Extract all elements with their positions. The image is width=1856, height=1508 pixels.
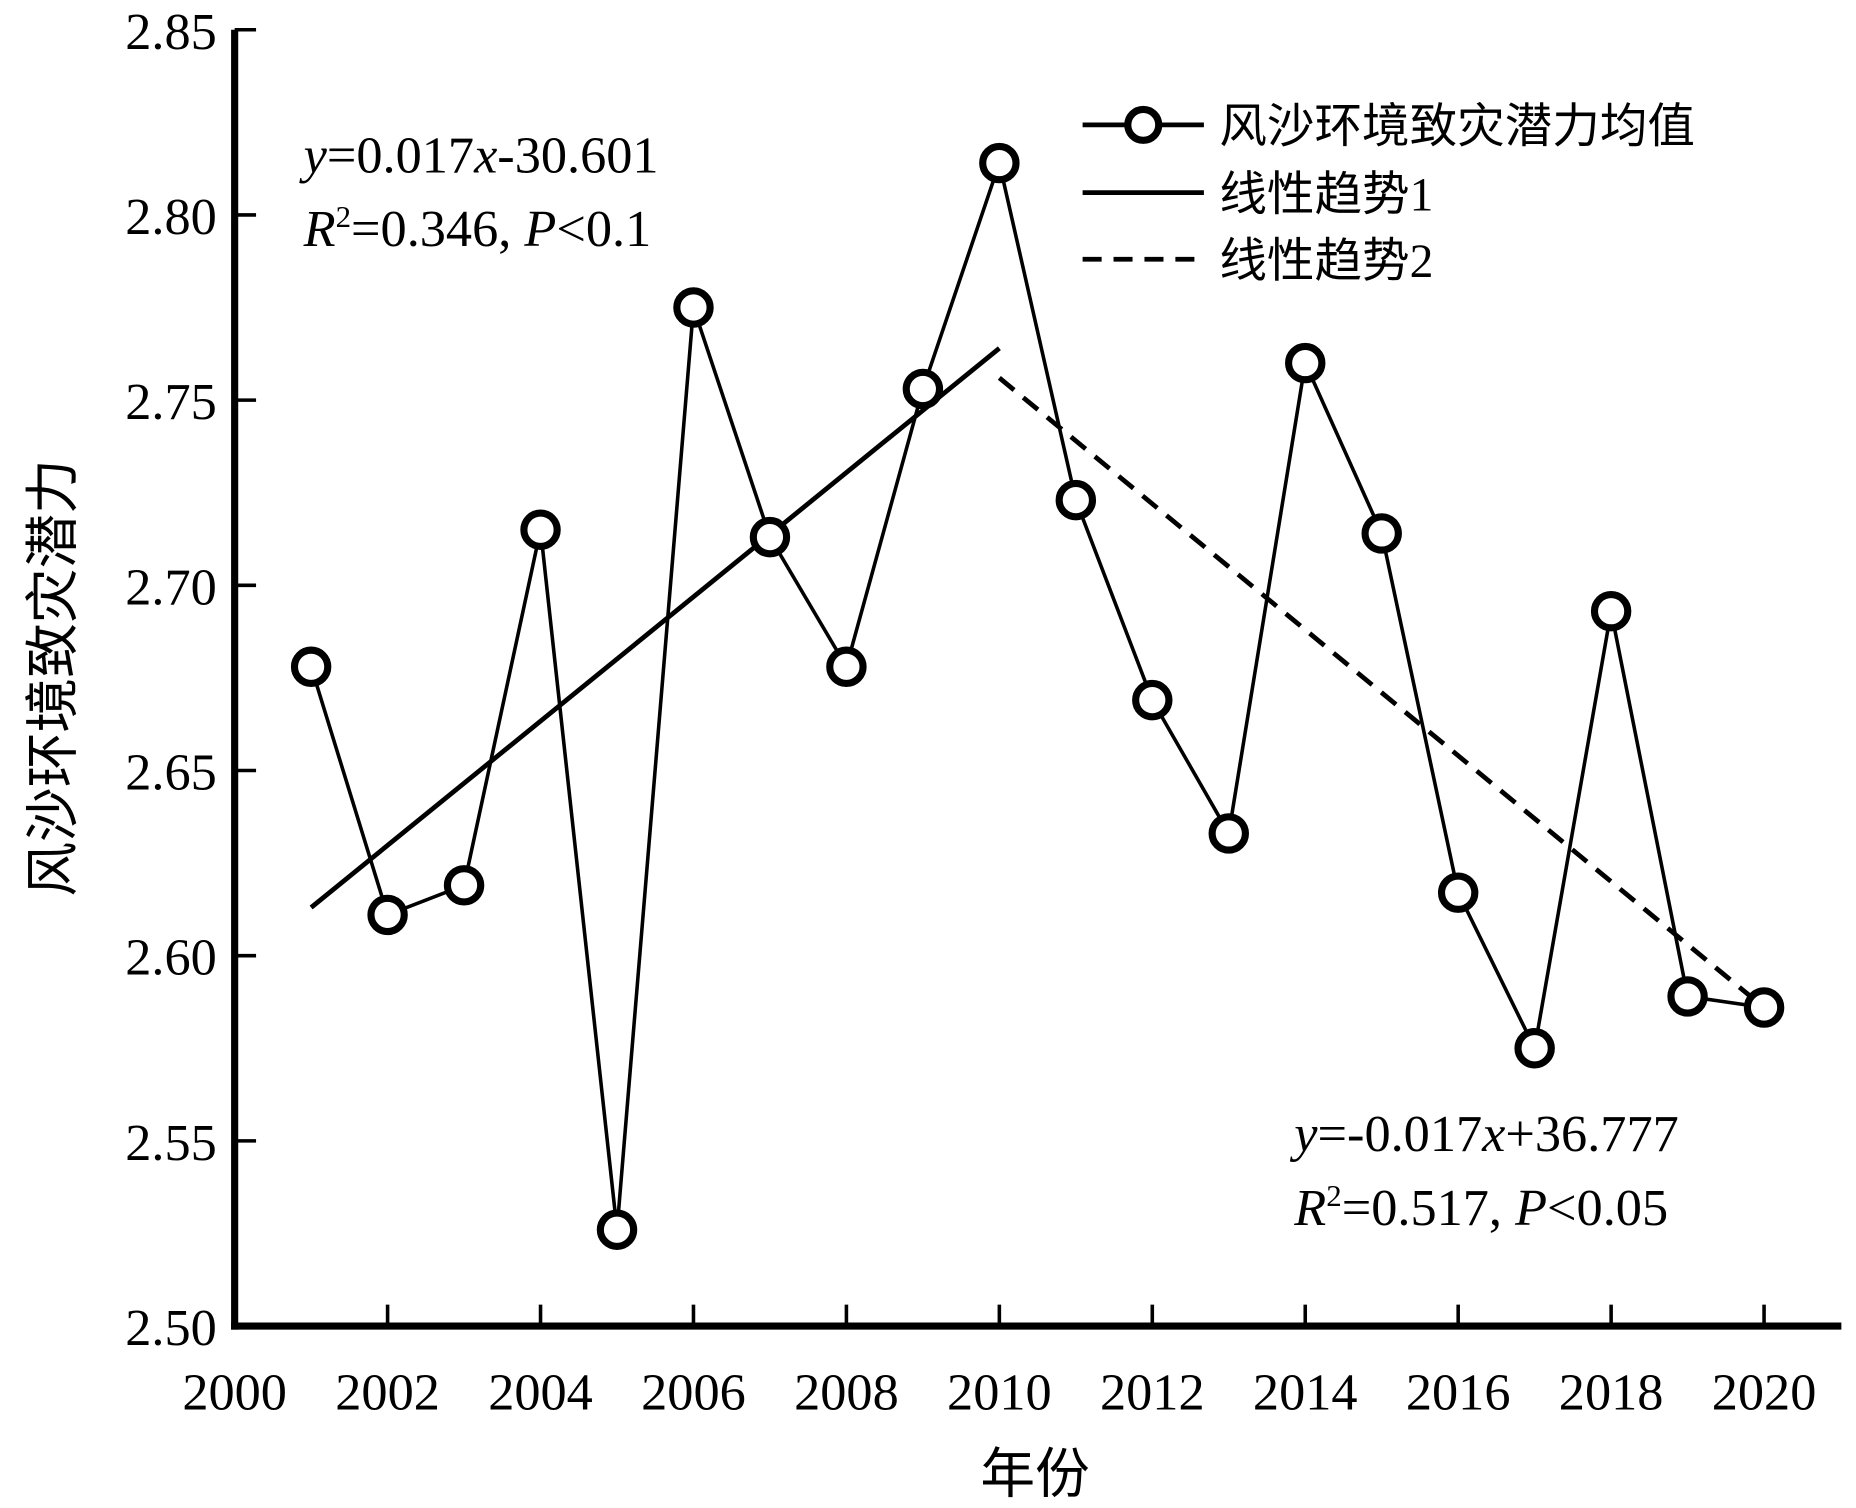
ann2-intercept: +36.777: [1505, 1105, 1678, 1163]
ann2-coef: =-0.017: [1318, 1105, 1483, 1163]
legend-label-trend2: 线性趋势2: [1219, 236, 1433, 288]
ann2-pval: <0.05: [1547, 1179, 1668, 1237]
marks: [290, 142, 1785, 1250]
ann1-y: y: [299, 126, 328, 184]
data-point: [1590, 591, 1632, 632]
ann1-r2: =0.346,: [351, 200, 524, 258]
data-point: [1285, 342, 1326, 384]
svg-text:R2=0.346, P<0.1: R2=0.346, P<0.1: [303, 199, 652, 258]
legend-label-mean: 风沙环境致灾潜力均值: [1219, 102, 1695, 154]
mean-series-line: [309, 156, 1765, 1230]
data-point: [749, 516, 791, 558]
annotation-trend2: y=-0.017x+36.777 R2=0.517, P<0.05: [1289, 1105, 1678, 1237]
ann2-r: R: [1293, 1179, 1326, 1237]
y-tick-label: 2.70: [125, 558, 217, 616]
svg-text:y=-0.017x+36.777: y=-0.017x+36.777: [1289, 1105, 1678, 1163]
data-point: [443, 865, 485, 906]
data-point: [826, 646, 867, 687]
data-point: [367, 894, 408, 936]
x-tick-label: 2012: [1100, 1363, 1205, 1421]
ann2-sup: 2: [1326, 1178, 1341, 1213]
y-tick-label: 2.65: [125, 744, 217, 802]
y-tick-label: 2.85: [125, 3, 217, 61]
y-tick-label: 2.80: [125, 188, 217, 246]
legend: 风沙环境致灾潜力均值 线性趋势1 线性趋势2: [1082, 102, 1695, 288]
legend-label-trend1: 线性趋势1: [1219, 170, 1433, 222]
y-tick-label: 2.60: [125, 929, 217, 987]
y-axis-label: 风沙环境致灾潜力: [23, 459, 84, 896]
trend-line-2: [997, 376, 1766, 1010]
x-tick-label: 2004: [488, 1363, 593, 1421]
data-point: [1437, 872, 1479, 913]
ann1-coef: =0.017: [327, 126, 474, 184]
data-point: [1208, 813, 1249, 854]
ann1-intercept: -30.601: [497, 126, 658, 184]
data-point: [1743, 987, 1785, 1028]
x-tick-label: 2018: [1559, 1363, 1664, 1421]
ann1-r: R: [303, 200, 336, 258]
x-tick-label: 2006: [641, 1363, 746, 1421]
data-point: [673, 287, 714, 328]
annotation-trend1: y=0.017x-30.601 R2=0.346, P<0.1: [299, 126, 659, 258]
x-axis-label: 年份: [980, 1444, 1089, 1505]
y-tick-label: 2.75: [125, 373, 217, 431]
ann2-x: x: [1481, 1105, 1505, 1163]
ann2-r2: =0.517,: [1342, 1179, 1515, 1237]
x-tick-label: 2008: [794, 1363, 899, 1421]
x-tick-label: 2016: [1406, 1363, 1511, 1421]
data-point: [902, 368, 944, 410]
data-point: [520, 509, 561, 550]
x-tick-label: 2000: [182, 1363, 287, 1421]
data-point: [1361, 513, 1402, 554]
x-tick-label: 2020: [1712, 1363, 1817, 1421]
data-point: [290, 646, 332, 687]
x-tick-label: 2014: [1253, 1363, 1358, 1421]
trend-line-1: [309, 346, 1001, 910]
legend-marker-circle: [1124, 105, 1163, 144]
ann2-y: y: [1289, 1105, 1318, 1163]
svg-text:y=0.017x-30.601: y=0.017x-30.601: [299, 126, 659, 184]
ann2-p: P: [1514, 1179, 1547, 1237]
ann1-sup: 2: [336, 199, 351, 234]
axes: 2000 2002 2004 2006 2008 2010 2012 2014 2016 2018…: [125, 3, 1842, 1421]
data-point: [1055, 479, 1097, 521]
x-tick-label: 2010: [947, 1363, 1052, 1421]
data-point: [1667, 976, 1708, 1017]
data-point: [979, 142, 1020, 184]
data-point: [1132, 679, 1173, 721]
ann1-x: x: [473, 126, 497, 184]
data-point: [596, 1209, 638, 1250]
x-tick-label: 2002: [335, 1363, 440, 1421]
svg-text:R2=0.517, P<0.05: R2=0.517, P<0.05: [1293, 1178, 1668, 1237]
y-tick-label: 2.55: [125, 1114, 217, 1172]
ann1-pval: <0.1: [556, 200, 651, 258]
y-tick-label: 2.50: [125, 1299, 217, 1357]
ann1-p: P: [523, 200, 556, 258]
data-point: [1514, 1028, 1555, 1069]
